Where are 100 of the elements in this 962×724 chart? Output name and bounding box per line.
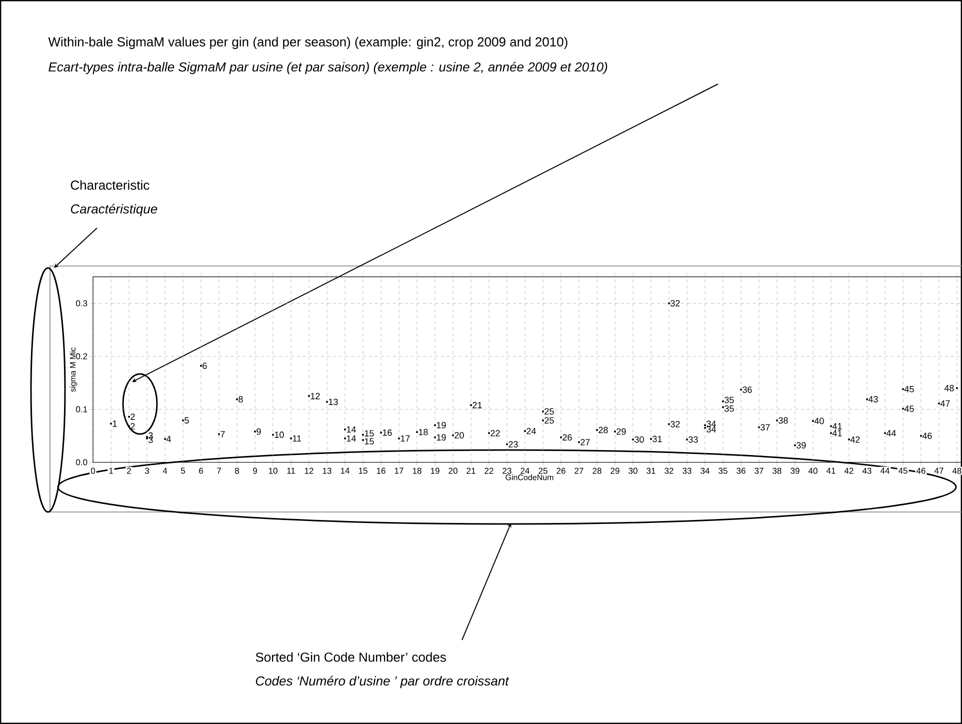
series-label: 37 — [760, 424, 770, 431]
x-tick-label: 24 — [520, 468, 530, 474]
series-label: 7 — [220, 431, 225, 438]
x-tick-label: 27 — [574, 468, 584, 474]
series-label: 15 — [364, 430, 374, 437]
y-tick-label: 0.3 — [76, 300, 88, 306]
text: 19 — [436, 434, 446, 441]
series-label: 44 — [886, 430, 896, 436]
x-tick-label: 21 — [466, 468, 476, 474]
series-label: 9 — [256, 428, 261, 435]
x-tick-label: 42 — [844, 468, 854, 474]
text: Characteristic — [70, 180, 150, 190]
series-label: 2 — [130, 414, 135, 420]
series-label: 10 — [274, 432, 284, 438]
x-tick-label: 45 — [898, 468, 908, 474]
series-label: 48 — [944, 384, 954, 392]
x-tick-label: 37 — [754, 468, 764, 474]
x-tick-label: 11 — [287, 468, 295, 474]
series-label: 42 — [850, 436, 860, 443]
series-label: 25 — [544, 408, 554, 415]
series-label: 13 — [328, 398, 338, 406]
series-label: 4 — [166, 436, 171, 442]
text: 34 — [706, 426, 716, 432]
x-tick-label: 16 — [376, 468, 386, 474]
series-label: 45 — [904, 386, 914, 392]
series-label: 36 — [742, 386, 752, 393]
text: Within-bale SigmaM values per gin (and per season) (example: gin2, crop 2009 and 2010) — [48, 36, 568, 50]
x-tick-label: 18 — [412, 468, 422, 474]
text: Ecart-types intra-balle SigmaM par usine (et par saison) (exemple : usine 2, année 2009 et 2010) — [48, 62, 608, 74]
text: 14 — [346, 435, 356, 442]
series-label: 12 — [310, 392, 320, 400]
series-label: 20 — [454, 432, 464, 438]
series-label: 40 — [814, 418, 824, 424]
x-tick-label: 17 — [394, 468, 404, 474]
x-tick-label: 1 — [109, 468, 113, 474]
series-label: 30 — [634, 436, 644, 443]
x-tick-label: 29 — [610, 468, 620, 474]
x-tick-label: 19 — [430, 468, 440, 474]
series-label: 34 — [706, 420, 716, 428]
text: 25 — [544, 417, 554, 424]
series-label: 11 — [292, 435, 302, 442]
y-tick-label: 0.2 — [76, 353, 88, 360]
x-tick-label: 6 — [199, 468, 203, 474]
x-tick-label: 43 — [862, 468, 872, 474]
series-label: 5 — [184, 417, 189, 424]
series-label: 38 — [778, 417, 788, 424]
text: 32 — [670, 420, 680, 428]
x-tick-label: 4 — [162, 468, 168, 474]
series-label: 31 — [652, 436, 662, 442]
text: 45 — [904, 406, 914, 412]
y-tick-label: 0.1 — [76, 406, 88, 412]
series-label: 17 — [400, 435, 410, 442]
text: 35 — [724, 396, 734, 404]
series-label: 43 — [868, 396, 878, 402]
x-tick-label: 41 — [826, 468, 836, 474]
series-label: 16 — [382, 429, 392, 436]
x-tick-label: 3 — [144, 468, 149, 474]
series-label: 1 — [112, 420, 117, 427]
x-tick-label: 44 — [880, 468, 890, 474]
x-tick-label: 32 — [664, 468, 674, 474]
x-tick-label: 14 — [340, 468, 350, 474]
series-label: 6 — [202, 362, 207, 370]
series-label: 23 — [508, 441, 518, 448]
x-tick-label: 13 — [322, 468, 332, 474]
series-label: 21 — [472, 402, 482, 408]
series-label: 22 — [490, 430, 500, 436]
series-label: 46 — [922, 432, 932, 439]
series-label: 27 — [580, 439, 590, 446]
x-tick-label: 22 — [484, 468, 494, 474]
series-label: 39 — [796, 442, 806, 449]
series-label: 24 — [526, 428, 536, 434]
x-tick-label: 25 — [538, 468, 548, 474]
x-tick-label: 9 — [253, 468, 257, 474]
x-tick-label: 7 — [217, 468, 221, 474]
x-tick-label: 36 — [736, 468, 746, 474]
series-label: 33 — [688, 436, 698, 443]
series-label: 35 — [724, 405, 734, 412]
y-tick-label: 0.0 — [76, 459, 88, 466]
x-tick-label: 33 — [682, 468, 692, 474]
series-label: 18 — [418, 428, 428, 436]
x-tick-label: 40 — [808, 468, 818, 474]
x-tick-label: 28 — [592, 468, 602, 474]
series-label: 41 — [832, 423, 842, 430]
x-tick-label: 46 — [916, 468, 926, 474]
series-label: 28 — [598, 426, 608, 434]
series-label: 29 — [616, 428, 626, 435]
x-tick-label: 23 — [502, 468, 512, 474]
text: 41 — [832, 430, 842, 436]
text: Sorted ‘Gin Code Number’ codes — [256, 652, 446, 662]
series-label: 8 — [238, 396, 243, 402]
x-tick-label: 31 — [646, 468, 656, 474]
x-tick-label: 12 — [304, 468, 314, 474]
series-label: 19 — [436, 422, 446, 428]
x-axis-title: GinCodeNum — [506, 474, 554, 480]
series-label: 32 — [670, 300, 680, 306]
x-tick-label: 30 — [628, 468, 638, 474]
text: Codes ‘Numéro d’usine ’ par ordre croissant — [256, 676, 510, 688]
x-tick-label: 15 — [358, 468, 368, 474]
text: Caractéristique — [70, 204, 158, 216]
text: 15 — [364, 438, 374, 445]
